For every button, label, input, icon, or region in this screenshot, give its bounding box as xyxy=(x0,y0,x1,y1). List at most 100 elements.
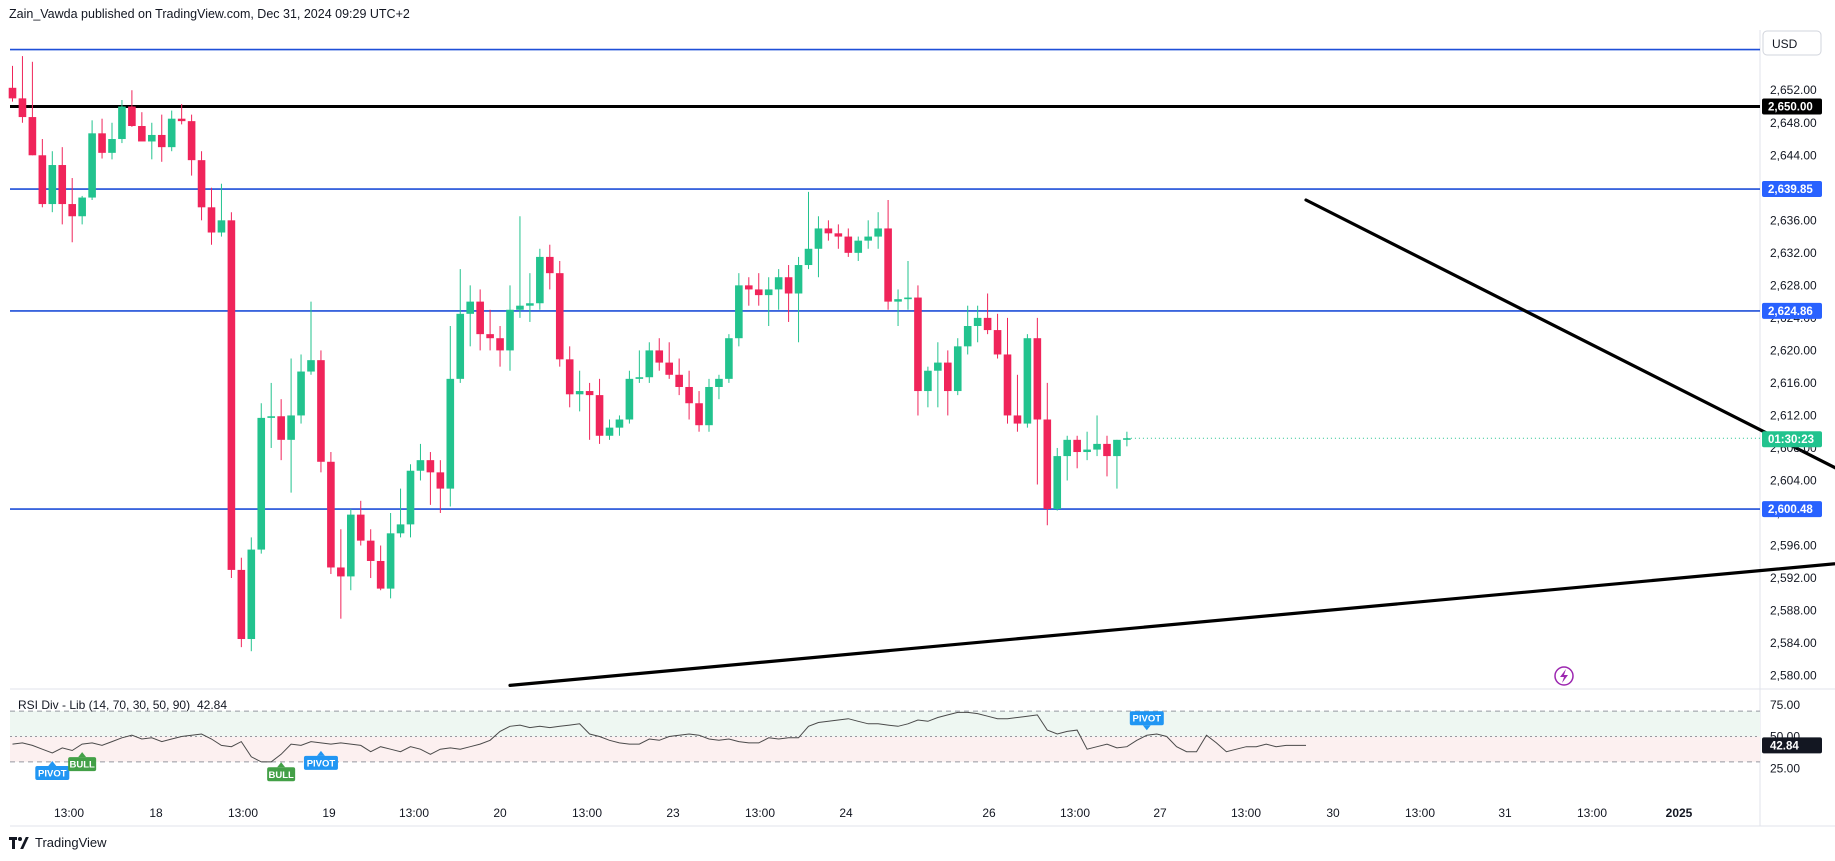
candle-body xyxy=(356,514,365,541)
tradingview-logo[interactable]: TradingView xyxy=(9,835,107,850)
price-tick-label: 2,644.00 xyxy=(1770,148,1817,162)
candle-body xyxy=(376,560,385,589)
price-tick-label: 2,620.00 xyxy=(1770,343,1817,357)
candle-body xyxy=(565,359,574,395)
level-price-tag-4: 2,600.48 xyxy=(1768,504,1813,516)
currency-label[interactable]: USD xyxy=(1772,37,1798,51)
signal-badge xyxy=(303,755,338,770)
time-tick-label: 13:00 xyxy=(1231,806,1261,820)
lightning-icon[interactable] xyxy=(1554,666,1574,686)
candle-body xyxy=(894,299,902,302)
candle-body xyxy=(695,403,703,426)
candle-body xyxy=(824,228,833,234)
candle-body xyxy=(944,362,952,392)
currency-box[interactable] xyxy=(1762,30,1822,56)
candle-body xyxy=(1113,439,1121,457)
candle-body xyxy=(615,419,624,428)
candle-body xyxy=(605,427,614,436)
candle-body xyxy=(476,301,484,335)
signal-label: PIVOT xyxy=(38,769,67,780)
signal-label: PIVOT xyxy=(1133,714,1162,725)
time-tick-label: 31 xyxy=(1498,806,1512,820)
candle-body xyxy=(396,524,405,534)
candle-body xyxy=(406,470,415,525)
candle-body xyxy=(247,549,256,640)
tradingview-mark-icon xyxy=(9,836,31,849)
candle-body xyxy=(267,416,275,418)
candle-body xyxy=(993,330,1002,355)
candle-body xyxy=(754,289,763,296)
candlestick-series xyxy=(8,56,1131,652)
rsi-line xyxy=(12,711,1306,763)
price-tick-label: 2,596.00 xyxy=(1770,539,1817,553)
time-tick-label: 26 xyxy=(982,806,996,820)
signal-badge xyxy=(68,757,97,772)
candle-body xyxy=(177,118,186,122)
time-tick-label: 13:00 xyxy=(1060,806,1090,820)
candle-body xyxy=(794,265,803,294)
time-tick-label: 19 xyxy=(322,806,336,820)
time-tick-label: 13:00 xyxy=(1577,806,1607,820)
price-axis[interactable]: 2,652.002,648.002,644.002,640.002,636.00… xyxy=(1770,83,1817,682)
candle-body xyxy=(983,317,992,331)
candle-body xyxy=(834,233,843,237)
candle-body xyxy=(904,297,912,300)
trendline-descending-resistance xyxy=(1304,198,1835,470)
price-tick-label: 2,580.00 xyxy=(1770,669,1817,683)
candle-body xyxy=(665,362,673,375)
candle-body xyxy=(874,228,882,237)
time-axis[interactable]: 13:00 18 13:00 19 13:00 20 13:00 23 13:00 24 26 13:… xyxy=(54,806,1693,820)
price-tick-label: 2,588.00 xyxy=(1770,604,1817,618)
trendlines[interactable] xyxy=(508,198,1835,687)
price-tick-label: 2,592.00 xyxy=(1770,571,1817,585)
time-tick-label: 20 xyxy=(493,806,507,820)
candle-body xyxy=(436,472,445,489)
candle-body xyxy=(804,248,813,266)
candle-body xyxy=(884,228,892,302)
horizontal-levels xyxy=(10,48,1760,510)
time-tick-label: 24 xyxy=(839,806,853,820)
candle-body xyxy=(635,377,644,379)
candle-body xyxy=(138,126,146,142)
countdown-tag: 01:30:23 xyxy=(1768,434,1814,446)
rsi-title[interactable]: RSI Div - Lib (14, 70, 30, 50, 90) xyxy=(18,698,190,712)
candle-body xyxy=(337,567,345,577)
candle-body xyxy=(675,374,683,387)
price-tick-label: 2,648.00 xyxy=(1770,116,1817,130)
candle-body xyxy=(735,285,743,339)
signal-pointer xyxy=(78,752,87,758)
price-tick-label: 2,604.00 xyxy=(1770,473,1817,487)
level-price-tag-2-bg xyxy=(1762,181,1822,198)
candle-body xyxy=(685,386,693,404)
time-tick-label: 23 xyxy=(666,806,680,820)
candle-body xyxy=(526,303,534,306)
signal-badge xyxy=(1129,711,1164,726)
price-tick-label: 2,612.00 xyxy=(1770,408,1817,422)
candle-body xyxy=(287,415,295,440)
rsi-value-tag: 42.84 xyxy=(1770,740,1799,752)
candle-body xyxy=(953,346,962,392)
rsi-tick-label: 75.00 xyxy=(1770,698,1800,712)
candle-body xyxy=(705,386,713,426)
candle-body xyxy=(426,460,435,473)
candle-body xyxy=(1123,438,1131,440)
candle-body xyxy=(585,391,594,396)
time-tick-label: 13:00 xyxy=(1405,806,1435,820)
candle-body xyxy=(1073,439,1081,453)
candle-body xyxy=(68,204,76,217)
candle-body xyxy=(227,220,236,570)
candle-body xyxy=(924,370,932,392)
candle-body xyxy=(157,134,166,148)
candle-body xyxy=(774,277,783,290)
time-tick-label: 13:00 xyxy=(228,806,258,820)
candle-body xyxy=(1043,419,1052,509)
rsi-tick-label: 25.00 xyxy=(1770,761,1800,775)
time-tick-label: 2025 xyxy=(1666,806,1693,820)
candle-body xyxy=(914,297,922,392)
candle-body xyxy=(327,461,335,568)
candle-body xyxy=(386,533,395,589)
level-price-tag-3-bg xyxy=(1762,302,1822,319)
